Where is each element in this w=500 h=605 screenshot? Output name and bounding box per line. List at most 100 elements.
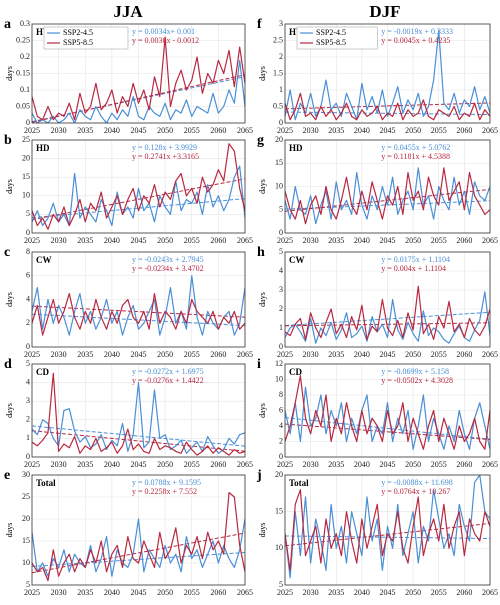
data-line [32, 59, 245, 123]
x-tick-label: 2040 [104, 236, 120, 245]
plot-frame [31, 139, 246, 234]
panel-title: HD [36, 143, 50, 153]
x-tick-label: 2040 [354, 236, 370, 245]
y-tick-label: 2.5 [273, 35, 283, 44]
y-tick-label: 3 [279, 19, 283, 28]
y-tick-label: 1 [279, 85, 283, 94]
trend-line [285, 102, 490, 110]
x-tick-label: 2025 [277, 350, 293, 359]
x-tick-label: 2035 [77, 350, 93, 359]
panel: 0 2 4 6 8 2025 2030 2035 2040 2045 2050 2055 2060 206… [4, 245, 253, 359]
x-tick-label: 2045 [131, 460, 147, 469]
x-tick-label: 2040 [354, 350, 370, 359]
x-tick-label: 2030 [51, 126, 67, 135]
plot-frame [31, 363, 246, 458]
plot-area [32, 143, 245, 230]
data-line [285, 291, 490, 344]
y-tick-label: 2 [279, 436, 283, 445]
trend-line [285, 423, 490, 441]
y-tick-label: 10 [22, 191, 30, 200]
x-tick-label: 2055 [184, 126, 200, 135]
trend-equation: y = -0.0088x + 11.698 [381, 478, 452, 487]
x-tick-label: 2060 [456, 126, 472, 135]
y-tick-label: 0 [26, 118, 30, 127]
panel-label: j [256, 468, 262, 483]
panel: 0 0.5 1 1.5 2 2.5 3 2025 2030 2035 2040 2045 2050 205… [257, 17, 498, 135]
trend-equation: y = 0.2741x +3.3165 [132, 152, 199, 161]
x-tick-label: 2055 [431, 236, 447, 245]
data-line [32, 492, 245, 582]
y-tick-label: 0.2 [20, 52, 30, 61]
y-tick-label: 15 [22, 172, 30, 181]
data-line [285, 92, 490, 121]
trend-equation: y = -0.0019x + 0.3333 [381, 27, 453, 36]
x-tick-label: 2060 [210, 460, 226, 469]
y-tick-label: 0 [279, 342, 283, 351]
trend-equation: y = 0.0045x + 0.4235 [381, 36, 450, 45]
data-line [32, 382, 245, 454]
x-tick-label: 2035 [77, 460, 93, 469]
panel-title: CD [36, 367, 49, 377]
y-tick-label: 0 [279, 118, 283, 127]
x-tick-label: 2045 [131, 588, 147, 597]
trend-line [32, 178, 245, 221]
panel-label: i [257, 357, 261, 372]
x-tick-label: 2035 [328, 350, 344, 359]
y-tick-label: 6 [279, 405, 283, 414]
x-tick-label: 2045 [380, 236, 396, 245]
trend-equation: y = 0.0175x + 1.1104 [381, 255, 450, 264]
data-line [285, 285, 490, 340]
y-tick-label: 0.3 [20, 19, 30, 28]
y-tick-label: 4 [279, 421, 283, 430]
x-tick-label: 2045 [380, 588, 396, 597]
trend-equation: y = 0.0455x + 5.0762 [381, 143, 450, 152]
y-tick-label: 1 [26, 433, 30, 442]
plot-area [285, 285, 490, 344]
x-tick-label: 2030 [51, 350, 67, 359]
x-tick-label: 2065 [237, 350, 253, 359]
x-tick-label: 2060 [456, 460, 472, 469]
legend-label: SSP2-4.5 [316, 28, 346, 37]
x-tick-label: 2045 [380, 460, 396, 469]
x-tick-label: 2040 [354, 588, 370, 597]
x-tick-label: 2055 [184, 236, 200, 245]
plot-area [285, 167, 490, 225]
panel-title: HD [289, 143, 303, 153]
y-tick-label: 6 [26, 271, 30, 280]
x-tick-label: 2025 [24, 588, 40, 597]
x-tick-label: 2060 [456, 588, 472, 597]
y-tick-label: 0.25 [16, 35, 30, 44]
trend-line [285, 322, 490, 327]
panel-label: b [4, 133, 12, 148]
y-tick-label: 20 [22, 153, 30, 162]
trend-equation: y = -0.0699x + 5.158 [381, 367, 449, 376]
x-tick-label: 2040 [104, 588, 120, 597]
plot-area [32, 275, 245, 336]
trend-line [285, 417, 490, 440]
y-tick-label: 30 [22, 470, 30, 479]
panel-label: g [257, 133, 264, 148]
x-tick-label: 2045 [131, 236, 147, 245]
y-tick-label: 15 [275, 158, 283, 167]
plot-frame [284, 474, 491, 586]
trend-equation: y = 0.0034x+ 0.001 [132, 27, 195, 36]
x-tick-label: 2040 [104, 460, 120, 469]
trend-line [32, 313, 245, 327]
x-tick-label: 2065 [237, 460, 253, 469]
trend-equation: y = -0.0272x + 1.6975 [132, 367, 204, 376]
x-tick-label: 2025 [24, 236, 40, 245]
y-tick-label: 25 [22, 135, 30, 144]
x-tick-label: 2050 [157, 126, 173, 135]
x-tick-label: 2050 [157, 236, 173, 245]
legend-box [43, 26, 129, 50]
x-tick-label: 2065 [482, 126, 498, 135]
legend-box [296, 26, 378, 50]
y-axis-label: days [258, 66, 267, 81]
x-tick-label: 2065 [237, 126, 253, 135]
column-title: JJA [113, 2, 143, 21]
y-tick-label: 10 [275, 374, 283, 383]
data-line [32, 143, 245, 230]
y-tick-label: 0.05 [16, 101, 30, 110]
